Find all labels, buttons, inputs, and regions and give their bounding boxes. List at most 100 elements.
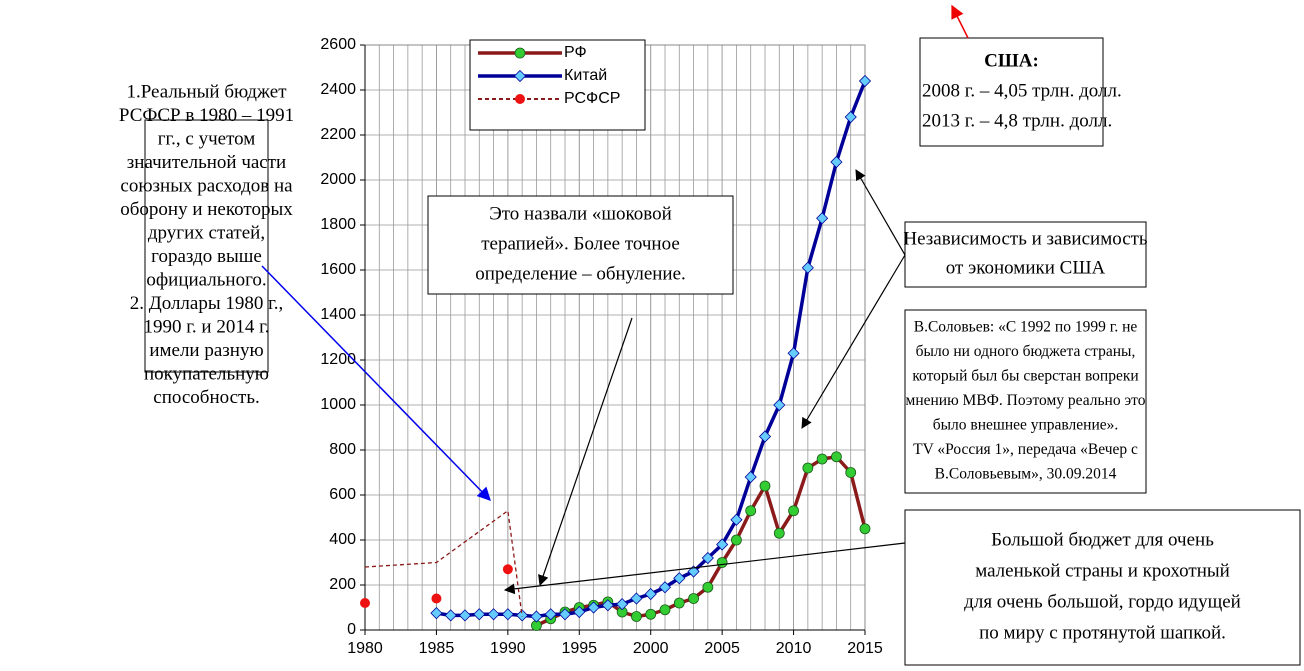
marker (513, 69, 527, 83)
y-tick-label: 2000 (320, 171, 356, 188)
marker (673, 597, 685, 609)
legend-label: Китай (564, 67, 607, 84)
marker (758, 430, 772, 443)
annotation-text: значительной части (127, 152, 286, 173)
y-tick-label: 800 (329, 441, 356, 458)
marker (514, 47, 526, 59)
y-tick-label: 600 (329, 486, 356, 503)
marker (844, 110, 857, 124)
plot: РФ Китай РСФСР (360, 39, 872, 631)
annotation-text: 1990 г. и 2014 г. (144, 317, 270, 338)
marker (431, 593, 442, 604)
marker (601, 599, 614, 612)
annotation-text: Независимость и зависимость (903, 228, 1148, 249)
y-tick-label: 2200 (320, 126, 356, 143)
annotation-text: определение – обнуление. (475, 263, 686, 284)
marker (859, 523, 871, 535)
annotation-text: маленькой страны и крохотный (975, 560, 1230, 581)
marker (788, 505, 799, 517)
marker (573, 605, 586, 619)
legend-label: РСФСР (564, 90, 620, 107)
annotation-text: было внешнее управление». (933, 417, 1119, 434)
annotation-text: было ни одного бюджета страны, (916, 343, 1136, 360)
y-tick-label: 0 (347, 621, 356, 638)
annotation-text: мнению МВФ. Поэтому реально это (906, 392, 1146, 409)
marker (858, 74, 872, 88)
marker (645, 608, 657, 620)
marker (458, 609, 472, 622)
marker (744, 470, 757, 484)
marker (587, 601, 600, 614)
arrow (503, 542, 906, 595)
marker (644, 587, 657, 601)
marker (831, 451, 842, 463)
marker (816, 212, 829, 225)
annotation-text: оборону и некоторых (120, 199, 293, 220)
x-tick-label: 1980 (347, 640, 383, 657)
annotation-text: 2013 г. – 4,8 трлн. долл. (922, 110, 1112, 131)
marker (658, 581, 672, 594)
annotation-box (904, 309, 1147, 494)
annotation-text: союзных расходов на (120, 176, 293, 197)
annotation-box (427, 195, 734, 295)
y-tick-label: 2600 (320, 36, 356, 53)
annotation-text: по миру с протянутой шапкой. (979, 622, 1226, 643)
marker (673, 572, 686, 585)
y-tick-label: 1200 (320, 351, 356, 368)
annotation-text: РСФСР в 1980 – 1991 (119, 105, 294, 126)
x-tick-label: 1990 (490, 640, 526, 657)
annotation-text: Большой бюджет для очень (991, 529, 1214, 550)
annotation-text: покупательную (144, 364, 269, 385)
x-tick-label: 2000 (633, 640, 669, 657)
series-line (535, 455, 867, 628)
annotation-text: В.Соловьевым», 30.09.2014 (935, 466, 1117, 483)
marker (616, 598, 629, 611)
arrow (538, 317, 633, 587)
x-tick-label: 2015 (847, 640, 883, 657)
marker (773, 398, 786, 412)
grid: 0 200 400 600 800 1000 1200 1400 1600 1800 2000 220… (320, 36, 882, 657)
marker (787, 347, 800, 360)
marker (360, 598, 370, 608)
marker (801, 261, 814, 274)
annotation-text: терапией». Более точное (481, 233, 680, 254)
y-tick-label: 1000 (320, 396, 356, 413)
marker (816, 453, 828, 465)
marker (631, 611, 642, 622)
marker (716, 557, 728, 568)
marker (544, 608, 557, 621)
annotation-text: TV «Россия 1», передача «Вечер с (913, 441, 1138, 458)
marker (759, 480, 771, 492)
arrow (951, 4, 969, 39)
marker (487, 608, 500, 621)
annotation-text: для очень большой, гордо идущей (964, 591, 1241, 612)
marker (501, 608, 514, 621)
marker (830, 155, 843, 169)
annotation-box (904, 221, 1147, 288)
marker (731, 534, 742, 546)
x-tick-label: 1985 (419, 640, 455, 657)
marker (802, 462, 814, 474)
y-tick-label: 200 (329, 576, 356, 593)
marker (516, 609, 529, 622)
marker (558, 608, 572, 621)
arrow (261, 265, 491, 501)
annotation-text: Это назвали «шоковой (489, 203, 672, 224)
plot-frame (364, 44, 866, 631)
annotation-text: гораздо выше (151, 246, 262, 267)
marker (687, 565, 700, 578)
annotation-text: 2008 г. – 4,05 трлн. долл. (922, 80, 1122, 101)
annotation-text: В.Соловьев: «С 1992 по 1999 г. не (914, 319, 1138, 336)
legend-box (469, 39, 646, 131)
marker (845, 467, 857, 478)
marker (688, 593, 699, 604)
arrow (855, 169, 906, 256)
marker (701, 551, 714, 565)
marker (659, 604, 671, 616)
annotation-text: способность. (153, 387, 259, 408)
annotation-text: гг., с учетом (158, 129, 256, 150)
marker (530, 610, 543, 623)
arrow (801, 254, 906, 429)
x-tick-label: 2005 (704, 640, 740, 657)
